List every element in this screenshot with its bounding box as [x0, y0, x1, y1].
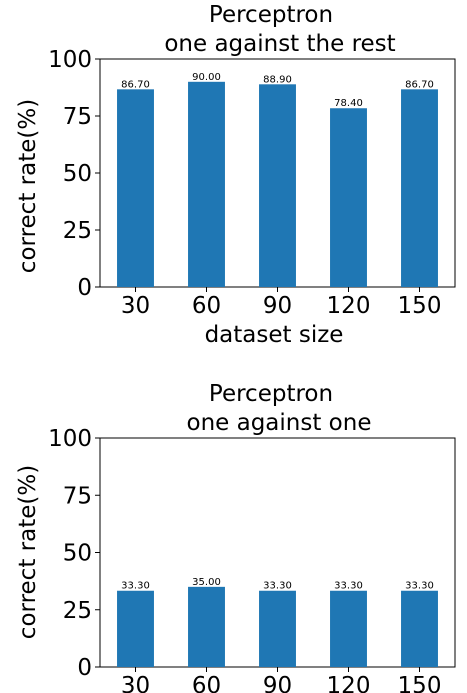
chart-bottom-bar-value-label: 33.30 [405, 581, 434, 592]
chart-top-bar-value-label: 86.70 [405, 79, 434, 90]
chart-top-bar-value-label: 78.40 [334, 98, 363, 109]
chart-bottom-title-line-2: one against one [187, 410, 372, 436]
chart-top-title-line-1: Perceptron [209, 2, 333, 28]
chart-bottom-bar-value-label: 33.30 [263, 581, 292, 592]
chart-bottom-y-axis-label: correct rate(%) [15, 465, 41, 639]
chart-top-bar-90 [259, 84, 296, 287]
chart-top-bar-30 [117, 89, 154, 287]
chart-bottom-x-tick-label: 120 [327, 673, 371, 693]
chart-top-y-tick-label: 100 [48, 47, 92, 73]
chart-top-bar-60 [188, 81, 225, 287]
chart-top-x-tick-label: 120 [327, 293, 371, 319]
chart-bottom-x-tick-label: 60 [192, 673, 221, 693]
chart-bottom-bar-value-label: 35.00 [192, 577, 221, 588]
chart-top-bar-value-label: 88.90 [263, 74, 292, 85]
chart-bottom-title-line-1: Perceptron [209, 381, 333, 407]
chart-bottom-bar-150 [401, 590, 438, 667]
chart-top-y-tick-label: 0 [77, 275, 92, 301]
chart-bottom-y-tick-label: 75 [63, 483, 92, 509]
chart-top-title-line-2: one against the rest [164, 31, 395, 57]
chart-bottom-y-tick-label: 50 [63, 541, 92, 567]
chart-top: Perceptron one against the rest 86.70 90.… [15, 2, 456, 348]
chart-top-x-tick-label: 150 [398, 293, 442, 319]
chart-bottom-x-axis: 30 60 90 120 150 [121, 667, 442, 693]
chart-bottom-bar-value-label: 33.30 [334, 581, 363, 592]
chart-top-y-tick-label: 75 [63, 104, 92, 130]
chart-bottom-bar-30 [117, 590, 154, 667]
chart-bottom-y-axis: 0 25 50 75 100 [48, 426, 100, 681]
chart-bottom-y-tick-label: 100 [48, 426, 92, 452]
chart-top-bar-value-label: 86.70 [121, 79, 150, 90]
chart-bottom-x-tick-label: 30 [121, 673, 150, 693]
chart-top-y-axis: 0 25 50 75 100 [48, 47, 100, 301]
chart-top-y-tick-label: 50 [63, 161, 92, 187]
chart-top-x-tick-label: 30 [121, 293, 150, 319]
chart-top-bar-150 [401, 89, 438, 287]
chart-bottom-bar-90 [259, 590, 296, 667]
chart-top-y-tick-label: 25 [63, 218, 92, 244]
chart-bottom-bar-value-label: 33.30 [121, 581, 150, 592]
chart-top-bar-value-label: 90.00 [192, 72, 221, 83]
chart-top-x-tick-label: 90 [263, 293, 292, 319]
chart-bottom: Perceptron one against one 33.30 35.00 33.… [15, 381, 456, 693]
chart-top-x-axis-label: dataset size [205, 322, 344, 348]
chart-bottom-x-tick-label: 150 [398, 673, 442, 693]
chart-top-bars: 86.70 90.00 88.90 78.40 86.70 [117, 72, 438, 287]
chart-top-x-tick-label: 60 [192, 293, 221, 319]
chart-bottom-x-tick-label: 90 [263, 673, 292, 693]
chart-bottom-bar-120 [330, 590, 367, 667]
chart-bottom-y-tick-label: 0 [77, 655, 92, 681]
chart-bottom-y-tick-label: 25 [63, 598, 92, 624]
chart-bottom-bars: 33.30 35.00 33.30 33.30 33.30 [117, 577, 438, 667]
chart-bottom-bar-60 [188, 586, 225, 667]
chart-top-y-axis-label: correct rate(%) [15, 99, 41, 273]
chart-top-x-axis: 30 60 90 120 150 [121, 287, 442, 319]
chart-top-bar-120 [330, 108, 367, 287]
